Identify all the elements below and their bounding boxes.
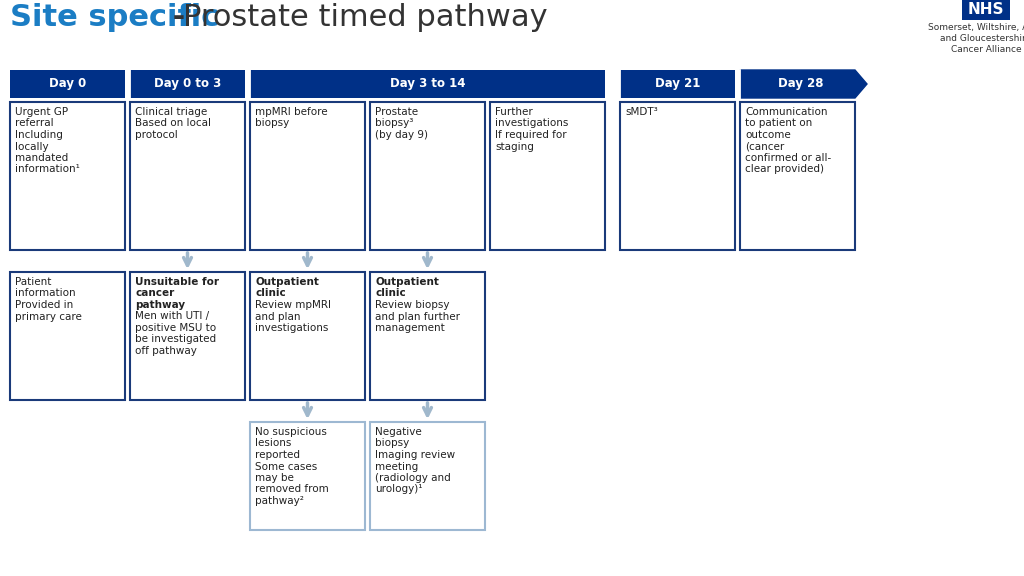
Text: outcome: outcome [745, 130, 791, 140]
Text: biopsy³: biopsy³ [375, 119, 414, 128]
FancyBboxPatch shape [962, 0, 1010, 20]
Text: investigations: investigations [495, 119, 568, 128]
Text: Outpatient: Outpatient [255, 277, 318, 287]
Text: NHS: NHS [968, 2, 1005, 17]
Text: lesions: lesions [255, 438, 292, 449]
Text: Prostate: Prostate [375, 107, 418, 117]
FancyBboxPatch shape [10, 102, 125, 250]
FancyBboxPatch shape [10, 70, 125, 98]
Text: Communication: Communication [745, 107, 827, 117]
Text: Further: Further [495, 107, 532, 117]
Text: off pathway: off pathway [135, 346, 197, 356]
FancyBboxPatch shape [250, 422, 365, 530]
Text: protocol: protocol [135, 130, 178, 140]
Text: If required for: If required for [495, 130, 566, 140]
Text: confirmed or all-: confirmed or all- [745, 153, 831, 163]
FancyBboxPatch shape [130, 70, 245, 98]
Text: be investigated: be investigated [135, 335, 216, 344]
FancyBboxPatch shape [130, 102, 245, 250]
FancyBboxPatch shape [250, 102, 365, 250]
Text: Prostate timed pathway: Prostate timed pathway [183, 3, 548, 32]
Text: removed from: removed from [255, 484, 329, 495]
Text: biopsy: biopsy [375, 438, 410, 449]
Text: Provided in: Provided in [15, 300, 74, 310]
Text: Day 0: Day 0 [49, 78, 86, 90]
Text: and plan: and plan [255, 312, 300, 321]
Text: management: management [375, 323, 444, 333]
Text: pathway²: pathway² [255, 496, 304, 506]
Text: may be: may be [255, 473, 294, 483]
FancyBboxPatch shape [490, 102, 605, 250]
FancyBboxPatch shape [370, 422, 485, 530]
Text: investigations: investigations [255, 323, 329, 333]
Text: Day 28: Day 28 [778, 78, 823, 90]
FancyBboxPatch shape [620, 102, 735, 250]
Text: Site specific: Site specific [10, 3, 219, 32]
Text: pathway: pathway [135, 300, 185, 310]
Text: locally: locally [15, 142, 48, 151]
Text: staging: staging [495, 142, 534, 151]
Text: -: - [162, 3, 196, 32]
Text: mandated: mandated [15, 153, 69, 163]
Text: Negative: Negative [375, 427, 422, 437]
FancyBboxPatch shape [250, 272, 365, 400]
Text: Men with UTI /: Men with UTI / [135, 312, 209, 321]
Text: Clinical triage: Clinical triage [135, 107, 207, 117]
Text: Day 21: Day 21 [654, 78, 700, 90]
FancyBboxPatch shape [740, 102, 855, 250]
Text: Review mpMRI: Review mpMRI [255, 300, 331, 310]
Text: Unsuitable for: Unsuitable for [135, 277, 219, 287]
FancyBboxPatch shape [370, 272, 485, 400]
FancyBboxPatch shape [620, 70, 735, 98]
Text: clinic: clinic [375, 289, 406, 298]
Text: and Gloucestershire: and Gloucestershire [940, 34, 1024, 43]
Text: positive MSU to: positive MSU to [135, 323, 216, 333]
Text: cancer: cancer [135, 289, 174, 298]
Text: information¹: information¹ [15, 165, 80, 175]
Text: Outpatient: Outpatient [375, 277, 439, 287]
Text: sMDT³: sMDT³ [625, 107, 657, 117]
Text: Day 3 to 14: Day 3 to 14 [390, 78, 465, 90]
Text: Cancer Alliance: Cancer Alliance [950, 45, 1021, 54]
Text: Urgent GP: Urgent GP [15, 107, 69, 117]
Text: reported: reported [255, 450, 300, 460]
Text: mpMRI before: mpMRI before [255, 107, 328, 117]
Text: Day 0 to 3: Day 0 to 3 [154, 78, 221, 90]
Text: Patient: Patient [15, 277, 51, 287]
Text: information: information [15, 289, 76, 298]
FancyBboxPatch shape [250, 70, 605, 98]
Text: (cancer: (cancer [745, 142, 784, 151]
Text: (radiology and: (radiology and [375, 473, 451, 483]
FancyBboxPatch shape [130, 272, 245, 400]
Text: clear provided): clear provided) [745, 165, 824, 175]
Text: Review biopsy: Review biopsy [375, 300, 450, 310]
Text: primary care: primary care [15, 312, 82, 321]
FancyBboxPatch shape [10, 272, 125, 400]
FancyBboxPatch shape [370, 102, 485, 250]
Text: and plan further: and plan further [375, 312, 460, 321]
Text: Based on local: Based on local [135, 119, 211, 128]
Text: meeting: meeting [375, 461, 418, 472]
Text: biopsy: biopsy [255, 119, 289, 128]
Text: (by day 9): (by day 9) [375, 130, 428, 140]
Text: No suspicious: No suspicious [255, 427, 327, 437]
Text: Including: Including [15, 130, 62, 140]
Polygon shape [740, 70, 867, 98]
Text: Imaging review: Imaging review [375, 450, 455, 460]
Text: Somerset, Wiltshire, Avon: Somerset, Wiltshire, Avon [928, 23, 1024, 32]
Text: to patient on: to patient on [745, 119, 812, 128]
Text: urology)¹: urology)¹ [375, 484, 423, 495]
Text: Some cases: Some cases [255, 461, 317, 472]
Text: clinic: clinic [255, 289, 286, 298]
Text: referral: referral [15, 119, 53, 128]
